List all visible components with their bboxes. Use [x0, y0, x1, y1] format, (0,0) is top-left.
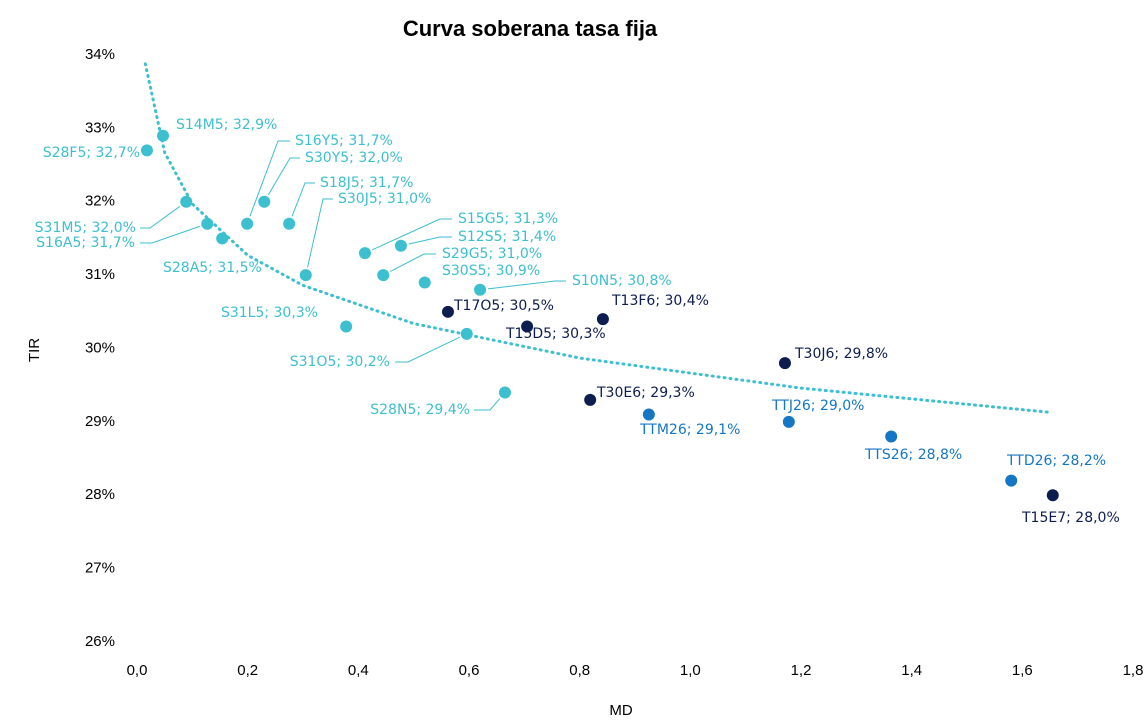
point [241, 217, 254, 230]
data-label: S16Y5; 31,7% [295, 133, 393, 149]
chart-title: Curva soberana tasa fija [403, 16, 658, 41]
point [441, 305, 454, 318]
data-label: S31M5; 32,0% [35, 220, 136, 236]
data-label: T30J6; 29,8% [794, 346, 888, 362]
data-label: S30S5; 30,9% [442, 263, 540, 279]
leader-line [267, 157, 300, 196]
point [283, 217, 296, 230]
trendline [143, 62, 1052, 414]
data-label: S10N5; 30,8% [572, 273, 672, 289]
point [885, 430, 898, 443]
data-label: T17O5; 30,5% [453, 298, 554, 314]
data-label: S28F5; 32,7% [43, 145, 140, 161]
data-label: S15G5; 31,3% [458, 211, 558, 227]
data-label: S12S5; 31,4% [458, 229, 556, 245]
y-tick-label: 27% [85, 560, 115, 577]
leader-line [249, 140, 290, 217]
point [782, 415, 795, 428]
point [394, 239, 407, 252]
data-label: T30E6; 29,3% [596, 385, 695, 401]
x-tick-label: 0,2 [237, 662, 258, 679]
data-label: S14M5; 32,9% [176, 117, 277, 133]
x-tick-label: 1,0 [680, 662, 701, 679]
data-label: T15D5; 30,3% [505, 326, 606, 342]
leader-line [307, 198, 333, 268]
data-label: TTJ26; 29,0% [771, 398, 864, 414]
point [299, 269, 312, 282]
leader-line [487, 280, 566, 290]
x-axis-title: MD [609, 702, 632, 719]
y-tick-label: 31% [85, 266, 115, 283]
point [201, 217, 214, 230]
point [1046, 489, 1059, 502]
y-tick-label: 28% [85, 486, 115, 503]
x-tick-label: 0,0 [127, 662, 148, 679]
data-label: S31L5; 30,3% [221, 305, 318, 321]
y-tick-label: 29% [85, 413, 115, 430]
data-label: S30Y5; 32,0% [305, 150, 403, 166]
data-label: TTD26; 28,2% [1006, 453, 1106, 469]
data-label: TTS26; 28,8% [864, 447, 962, 463]
point [180, 195, 193, 208]
point [1005, 474, 1018, 487]
data-label: T13F6; 30,4% [611, 293, 709, 309]
point [358, 247, 371, 260]
leader-line [140, 225, 200, 244]
x-tick-label: 0,8 [569, 662, 590, 679]
data-label: T15E7; 28,0% [1021, 510, 1120, 526]
data-label: S18J5; 31,7% [320, 175, 413, 191]
y-tick-label: 33% [85, 119, 115, 136]
leader-line [474, 398, 501, 411]
x-tick-label: 1,8 [1123, 662, 1144, 679]
point [216, 232, 229, 245]
point [258, 195, 271, 208]
x-tick-label: 0,4 [348, 662, 369, 679]
leader-line [372, 218, 452, 251]
leader-line [408, 236, 452, 245]
data-label: S28N5; 29,4% [370, 402, 470, 418]
data-label: S16A5; 31,7% [36, 235, 135, 251]
point [377, 269, 390, 282]
data-label: S30J5; 31,0% [338, 191, 431, 207]
y-tick-label: 34% [85, 46, 115, 63]
point [642, 408, 655, 421]
leader-line [291, 182, 315, 217]
data-label: S31O5; 30,2% [290, 354, 390, 370]
leader-line [395, 336, 460, 363]
point [418, 276, 431, 289]
point [778, 357, 791, 370]
y-axis-title: TIR [26, 338, 43, 362]
data-label: S28A5; 31,5% [163, 260, 262, 276]
point [140, 144, 153, 157]
point [498, 386, 511, 399]
point [584, 393, 597, 406]
point [474, 283, 487, 296]
x-tick-label: 0,6 [459, 662, 480, 679]
x-tick-label: 1,4 [901, 662, 922, 679]
y-tick-label: 26% [85, 633, 115, 650]
point [157, 129, 170, 142]
data-label: S29G5; 31,0% [442, 246, 542, 262]
x-tick-label: 1,6 [1012, 662, 1033, 679]
leader-line [390, 253, 436, 272]
x-tick-label: 1,2 [791, 662, 812, 679]
leader-line [140, 206, 181, 229]
point [340, 320, 353, 333]
y-tick-label: 30% [85, 339, 115, 356]
y-tick-label: 32% [85, 193, 115, 210]
data-label: TTM26; 29,1% [639, 422, 740, 438]
point [596, 313, 609, 326]
point [521, 320, 534, 333]
point [460, 327, 473, 340]
